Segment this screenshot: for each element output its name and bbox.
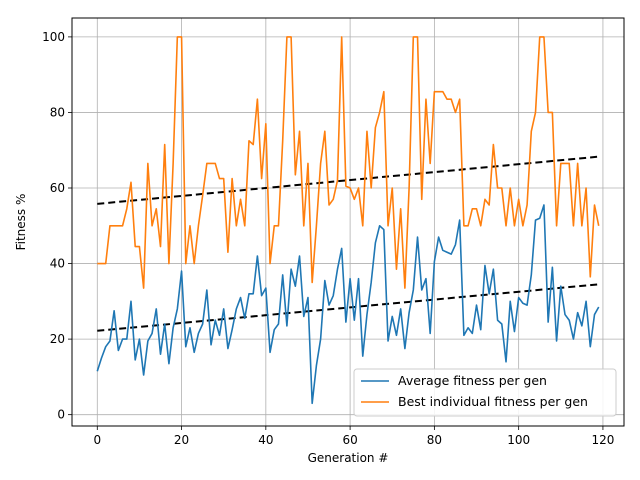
y-tick-label: 80 [50, 105, 65, 119]
x-tick-label: 0 [93, 433, 101, 447]
y-axis-label: Fitness % [14, 194, 28, 251]
y-tick-label: 20 [50, 332, 65, 346]
x-axis-label: Generation # [308, 451, 389, 465]
x-tick-label: 20 [174, 433, 189, 447]
series-lines [96, 36, 600, 405]
series-line-average [96, 204, 600, 405]
y-tick-label: 0 [57, 408, 65, 422]
plot-frame [71, 17, 625, 427]
legend-label-average: Average fitness per gen [398, 373, 547, 388]
x-tick-label: 40 [258, 433, 273, 447]
trendline-best [97, 155, 599, 205]
trendline-average [97, 283, 599, 332]
x-tick-label: 60 [342, 433, 357, 447]
x-tick-label: 80 [427, 433, 442, 447]
x-tick-label: 120 [591, 433, 614, 447]
y-tick-label: 40 [50, 257, 65, 271]
y-tick-label: 60 [50, 181, 65, 195]
trendlines [97, 155, 599, 332]
y-tick-label: 100 [42, 30, 65, 44]
series-line-best [97, 36, 600, 289]
x-tick-label: 100 [507, 433, 530, 447]
legend-label-best: Best individual fitness per gen [398, 394, 588, 409]
legend-box [353, 368, 617, 417]
axis-ticks: 0 20 40 60 80 100 120 0 20 40 60 80 100 [42, 30, 614, 447]
legend: Average fitness per gen Best individual … [353, 368, 617, 417]
